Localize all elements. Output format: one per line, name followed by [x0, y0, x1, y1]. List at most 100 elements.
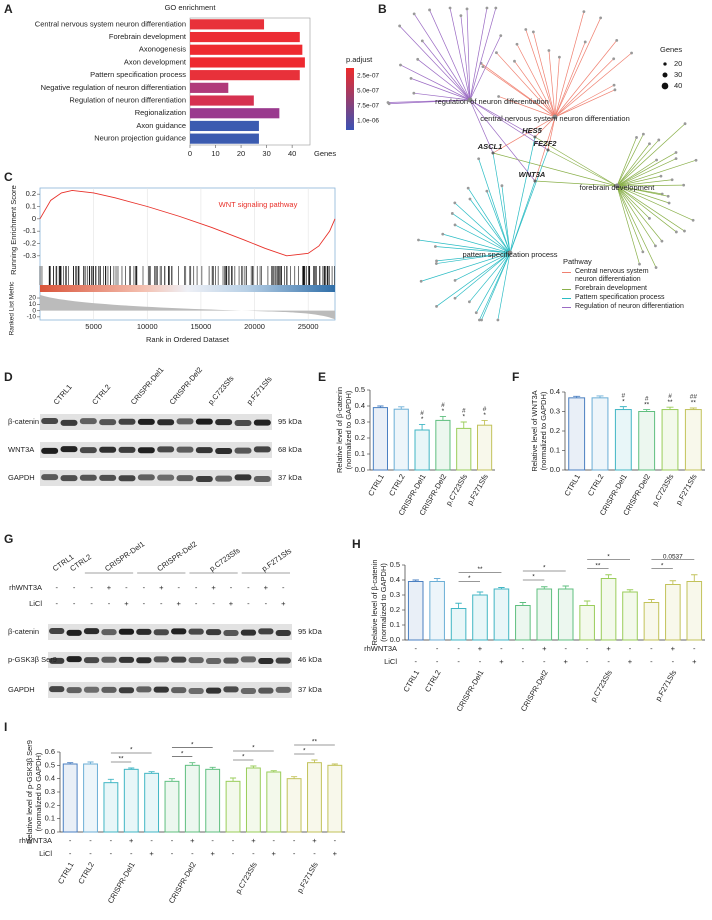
treatment-value: -	[143, 583, 146, 592]
significance-mark: #	[483, 406, 487, 413]
legend-label: Pattern specification process	[575, 294, 665, 301]
hub-node	[507, 250, 513, 256]
blot-band	[258, 657, 274, 664]
x-axis-label: Rank in Ordered Dataset	[146, 335, 230, 344]
leaf-node	[412, 91, 416, 95]
x-tick-label: CRISPR-Del1	[106, 860, 137, 905]
comparison-label: *	[242, 754, 245, 761]
y-tick-label: 0.5	[45, 760, 55, 769]
bar	[190, 31, 300, 43]
category-label: Negative regulation of neuron differenti…	[41, 83, 186, 92]
error-bar	[67, 762, 74, 764]
edge	[422, 40, 471, 101]
edge	[514, 60, 556, 118]
panel-label: B	[378, 2, 387, 16]
edge	[554, 57, 560, 118]
x-tick-label: CTRL1	[401, 668, 421, 693]
error-bar	[229, 777, 237, 782]
comparison-label: *	[532, 574, 535, 581]
treatment-value: -	[69, 836, 72, 845]
y-tick-label: 0.2	[390, 605, 400, 614]
blot-band	[223, 686, 239, 693]
treatment-value: -	[273, 836, 276, 845]
x-tick-label: p.C723Sfs	[234, 860, 259, 895]
category-label: Central nervous system neuron differenti…	[35, 19, 186, 28]
error-bar	[250, 765, 257, 768]
legend-title: p.adjust	[346, 55, 373, 64]
significance-mark: *	[462, 414, 465, 421]
treatment-value: +	[251, 836, 256, 845]
comparison-label: *	[191, 741, 194, 748]
x-axis-label: Genes	[314, 149, 336, 158]
blot-band	[195, 475, 213, 482]
x-tick-label: CTRL2	[76, 860, 96, 885]
edge	[547, 149, 618, 187]
edge	[616, 143, 650, 187]
y-tick-label: 0.5	[355, 385, 365, 394]
edge	[454, 202, 511, 254]
metric-label: Ranked List Metric	[9, 281, 16, 336]
y-tick-label: 0.3	[390, 590, 400, 599]
hub-label: pattern specification process	[462, 250, 557, 259]
legend-entry: Pattern specification process	[562, 294, 712, 302]
treatment-value: -	[90, 583, 93, 592]
y-tick-label: 0.6	[45, 747, 55, 756]
leaf-node	[450, 212, 454, 215]
edge	[554, 89, 616, 118]
blot-band	[234, 419, 252, 426]
edge	[616, 175, 662, 187]
edge	[616, 158, 677, 187]
blot-band	[195, 418, 213, 425]
treatment-value: +	[628, 657, 633, 666]
bar	[579, 605, 595, 641]
x-tick-label: CRISPR-Del2	[519, 668, 550, 713]
treatment-value: -	[252, 849, 255, 858]
error-bar	[583, 600, 591, 606]
blot-background	[40, 470, 272, 486]
blot-band	[66, 629, 82, 636]
gene-label: FEZF2	[534, 139, 558, 148]
blot-band	[118, 628, 135, 635]
edge	[534, 116, 556, 138]
error-bar	[669, 580, 677, 585]
treatment-value: +	[671, 644, 676, 653]
bar	[429, 581, 445, 641]
legend-label: Central nervous system neuron differenti…	[575, 268, 649, 283]
treatment-name: LiCl	[39, 849, 52, 858]
blot-band	[101, 656, 117, 663]
comparison-label: 0.0537	[663, 553, 683, 560]
comparison-label: *	[468, 575, 471, 582]
leaf-node	[417, 238, 420, 242]
treatment-value: -	[247, 599, 250, 608]
edge	[616, 137, 637, 187]
edge	[498, 96, 556, 118]
treatment-value: -	[586, 657, 589, 666]
blot-band	[176, 446, 194, 453]
edge	[410, 78, 471, 101]
barcode-strip	[40, 285, 335, 292]
treatment-value: -	[211, 836, 214, 845]
significance-mark: **	[667, 399, 673, 406]
bar	[450, 608, 467, 641]
blot-size-label: 37 kDa	[278, 473, 303, 482]
y-axis-label: Relative level of β-catenin	[370, 559, 379, 645]
lane-label: CTRL2	[90, 383, 112, 407]
leaf-node	[474, 311, 478, 315]
blot-band	[99, 446, 117, 453]
bar	[493, 588, 510, 641]
error-bar	[168, 778, 176, 782]
bar	[225, 780, 241, 833]
blot-band	[157, 474, 175, 481]
leaf-node	[434, 262, 438, 265]
treatment-value: -	[672, 657, 675, 666]
blot-band	[41, 418, 59, 424]
error-bar	[460, 421, 467, 429]
blot-band	[60, 419, 78, 426]
treatment-value: +	[281, 599, 286, 608]
treatment-value: -	[232, 849, 235, 858]
metric-tick-label: -10	[27, 314, 37, 321]
blot-background	[48, 624, 292, 640]
lane-label: CRISPR-Del1	[103, 539, 146, 573]
error-bar	[619, 406, 627, 410]
bar	[205, 768, 221, 833]
